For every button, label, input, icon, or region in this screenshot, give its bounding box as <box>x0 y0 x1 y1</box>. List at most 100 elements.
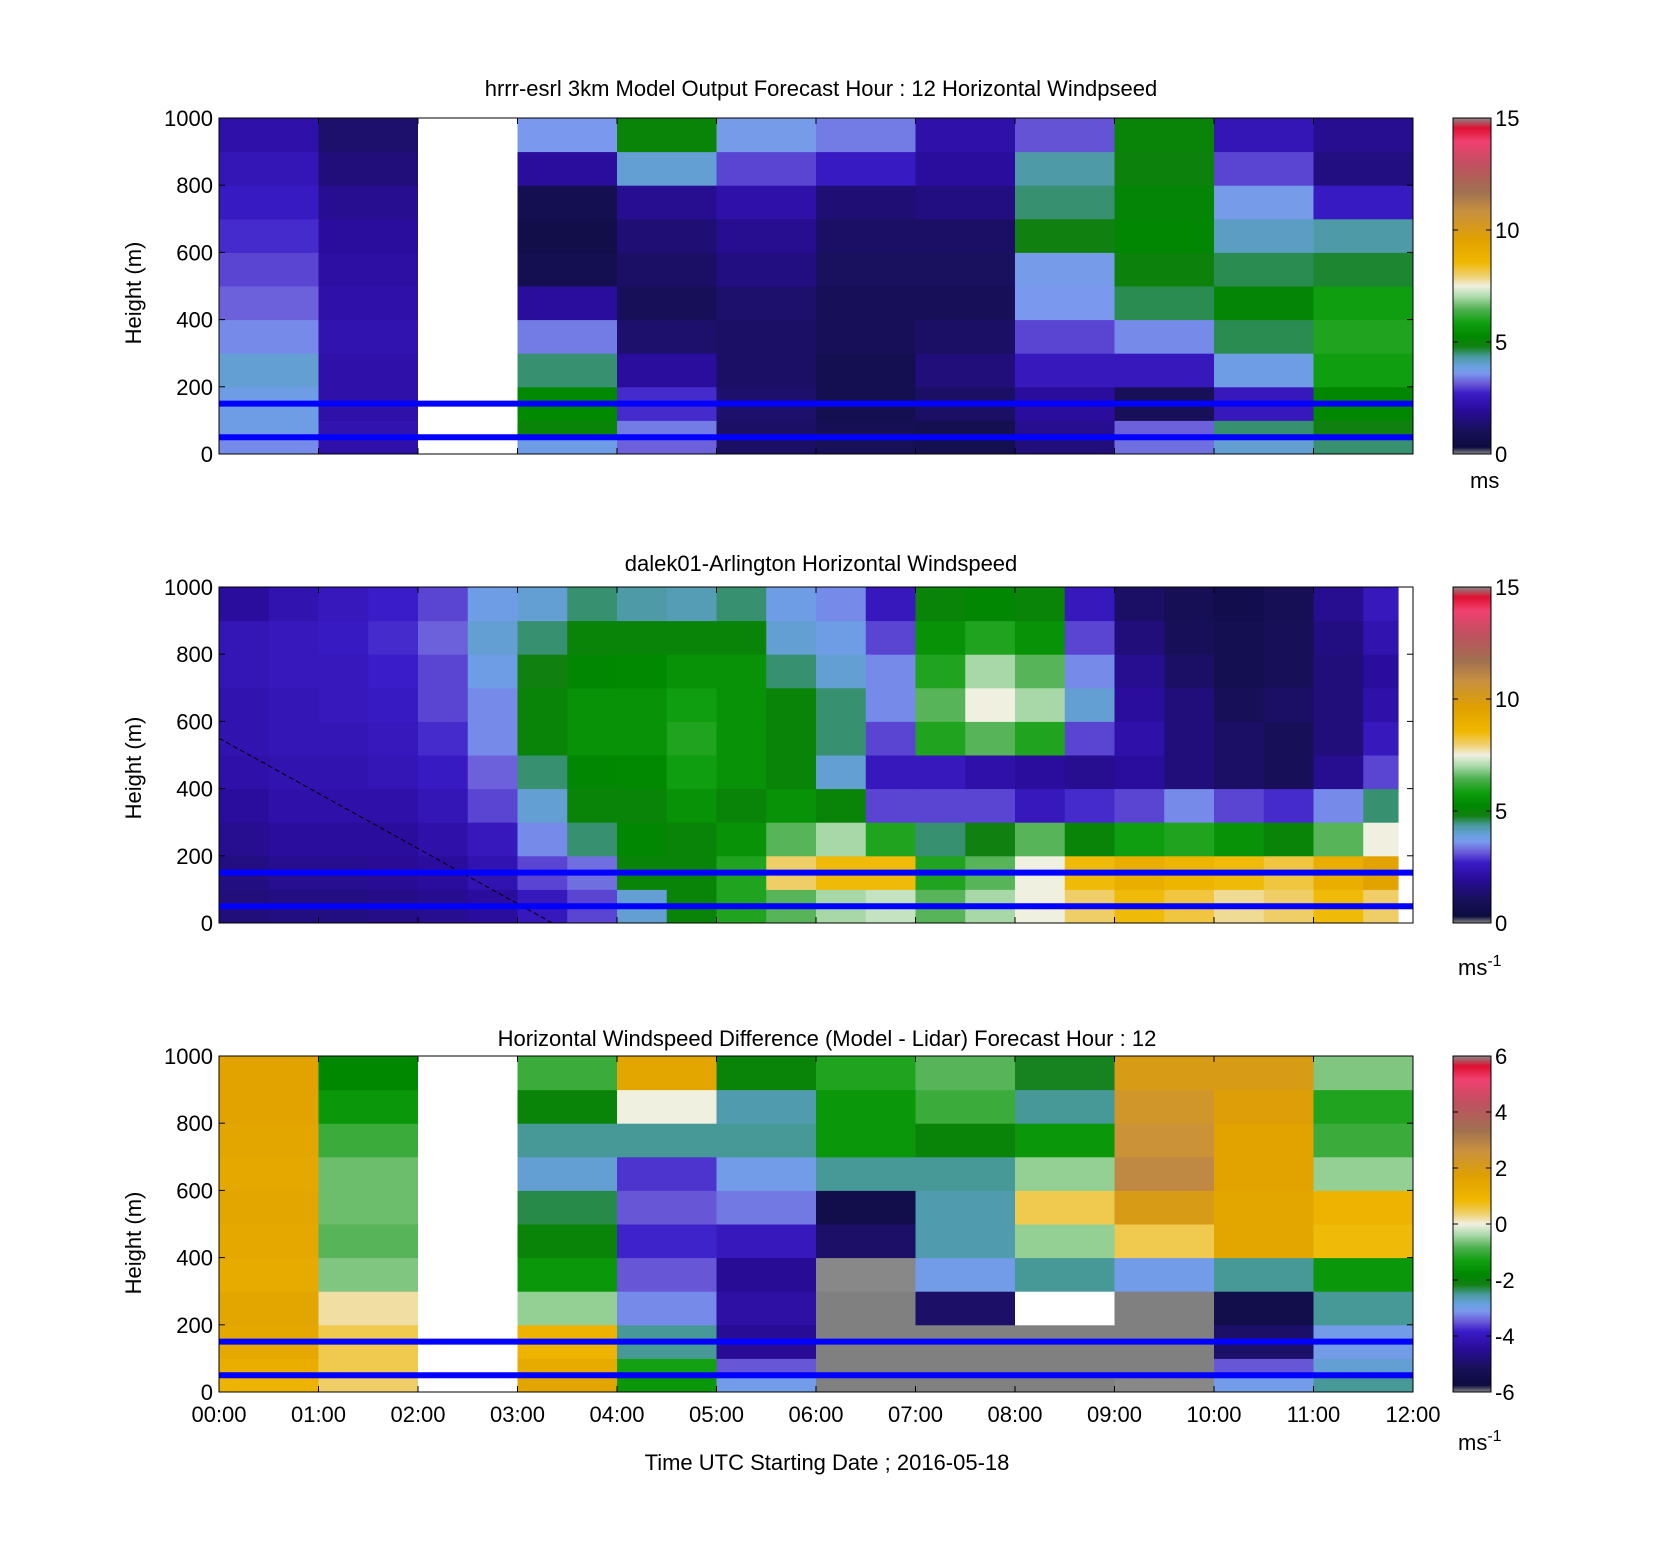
x-tick-label: 07:00 <box>888 1402 943 1427</box>
heatmap-cell <box>418 1375 518 1393</box>
heatmap-cell <box>268 755 319 790</box>
heatmap-cell <box>1015 755 1066 790</box>
heatmap-cell <box>1114 620 1165 655</box>
heatmap-cell <box>318 620 369 655</box>
heatmap-cell <box>915 353 1016 388</box>
heatmap-cell <box>716 1224 817 1259</box>
heatmap-cell <box>318 1224 419 1259</box>
heatmap-cell <box>915 1056 1016 1091</box>
heatmap-cell <box>716 118 817 153</box>
heatmap-cell <box>517 654 568 689</box>
heatmap-cell <box>219 1375 319 1393</box>
colorbar: -6 -4 -2 0 2 4 6 <box>1452 1044 1515 1405</box>
heatmap-cell <box>965 788 1016 823</box>
heatmap-cell <box>766 687 817 722</box>
heatmap-cell <box>1015 1156 1115 1191</box>
heatmap-cell <box>1313 185 1414 220</box>
x-tick-label: 01:00 <box>291 1402 346 1427</box>
heatmap-cell <box>418 1089 518 1124</box>
heatmap-cell <box>1313 1224 1414 1259</box>
heatmap-cell <box>1164 654 1215 689</box>
y-tick-label: 200 <box>176 1313 213 1338</box>
heatmap-cell <box>965 620 1016 655</box>
panel-title: dalek01-Arlington Horizontal Windspeed <box>625 551 1018 576</box>
heatmap-cell <box>766 620 817 655</box>
heatmap-cell <box>915 755 966 790</box>
heatmap-cell <box>1064 788 1115 823</box>
heatmap-cell <box>517 1257 618 1292</box>
axes: 0 200 400 600 800 1000 <box>164 106 1414 467</box>
heatmap-cell <box>666 721 717 756</box>
heatmap-cell <box>1214 1123 1314 1158</box>
heatmap-cell <box>517 420 618 438</box>
heatmap-cell <box>1015 1291 1115 1326</box>
heatmap-cell <box>816 1375 916 1393</box>
heatmap-cell <box>219 1156 319 1191</box>
heatmap-cell <box>418 1224 518 1259</box>
heatmap-cell <box>517 620 568 655</box>
heatmap-cell <box>1214 151 1314 186</box>
heatmap-cell <box>1313 118 1414 153</box>
heatmap-cell <box>716 151 817 186</box>
heatmap-cell <box>567 687 618 722</box>
heatmap-cell <box>617 1375 717 1393</box>
colorbar-tick-label: 4 <box>1495 1100 1507 1125</box>
heatmap-cell <box>915 721 966 756</box>
heatmap-cell <box>1114 1375 1215 1393</box>
heatmap-cell <box>1015 587 1066 622</box>
heatmap-cell <box>517 721 568 756</box>
heatmap-cell <box>517 252 618 287</box>
colorbar-unit-base: ms <box>1458 955 1487 980</box>
heatmap-cell <box>1114 437 1215 455</box>
heatmap-cell <box>1313 1375 1414 1393</box>
heatmap-cell <box>219 721 270 756</box>
heatmap-cell <box>1313 620 1364 655</box>
heatmap-cell <box>467 654 518 689</box>
heatmap-cell <box>666 755 717 790</box>
heatmap-cell <box>816 1056 916 1091</box>
heatmap-cell <box>567 788 618 823</box>
heatmap-cell <box>816 151 916 186</box>
heatmap-cell <box>1114 788 1165 823</box>
heatmap-cell <box>318 1190 419 1225</box>
heatmap-cell <box>318 687 369 722</box>
heatmap-cell <box>368 654 419 689</box>
heatmap-cell <box>716 319 817 354</box>
heatmap-cell <box>766 654 817 689</box>
axes: 0 200 400 600 800 1000 00:00 01:00 02:00 03:00 04:… <box>164 1044 1440 1427</box>
heatmap-cell <box>865 721 916 756</box>
heatmap-cell <box>716 1190 817 1225</box>
heatmap-cell <box>1064 587 1115 622</box>
heatmap-cell <box>716 721 767 756</box>
reference-lines <box>219 400 1413 441</box>
colorbar-unit-base: ms <box>1458 1430 1487 1455</box>
heatmap-cell <box>766 755 817 790</box>
y-tick-label: 1000 <box>164 106 213 131</box>
heatmap-cell <box>716 654 767 689</box>
heatmap-cell <box>268 587 319 622</box>
axes: 0 200 400 600 800 1000 <box>164 575 1414 936</box>
heatmap-cells <box>219 1056 1414 1393</box>
heatmap-cell <box>219 1291 319 1326</box>
heatmap-cell <box>617 587 668 622</box>
heatmap-cell <box>517 1358 618 1376</box>
heatmap-cell <box>617 755 668 790</box>
heatmap-cell <box>1363 654 1399 689</box>
heatmap-cell <box>617 1291 717 1326</box>
heatmap-cell <box>567 721 618 756</box>
heatmap-cell <box>1064 721 1115 756</box>
heatmap-cell <box>1015 1224 1115 1259</box>
heatmap-cell <box>1313 687 1364 722</box>
heatmap-cell <box>816 587 867 622</box>
heatmap-cell <box>716 788 767 823</box>
heatmap-cell <box>915 822 966 857</box>
heatmap-cell <box>219 1257 319 1292</box>
colorbar-tick-label: 10 <box>1495 687 1519 712</box>
heatmap-cell <box>816 721 867 756</box>
heatmap-cell <box>617 185 717 220</box>
heatmap-cell <box>219 286 319 321</box>
heatmap-cell <box>1313 721 1364 756</box>
heatmap-cell <box>915 687 966 722</box>
heatmap-cell <box>1363 687 1399 722</box>
heatmap-cell <box>716 822 767 857</box>
